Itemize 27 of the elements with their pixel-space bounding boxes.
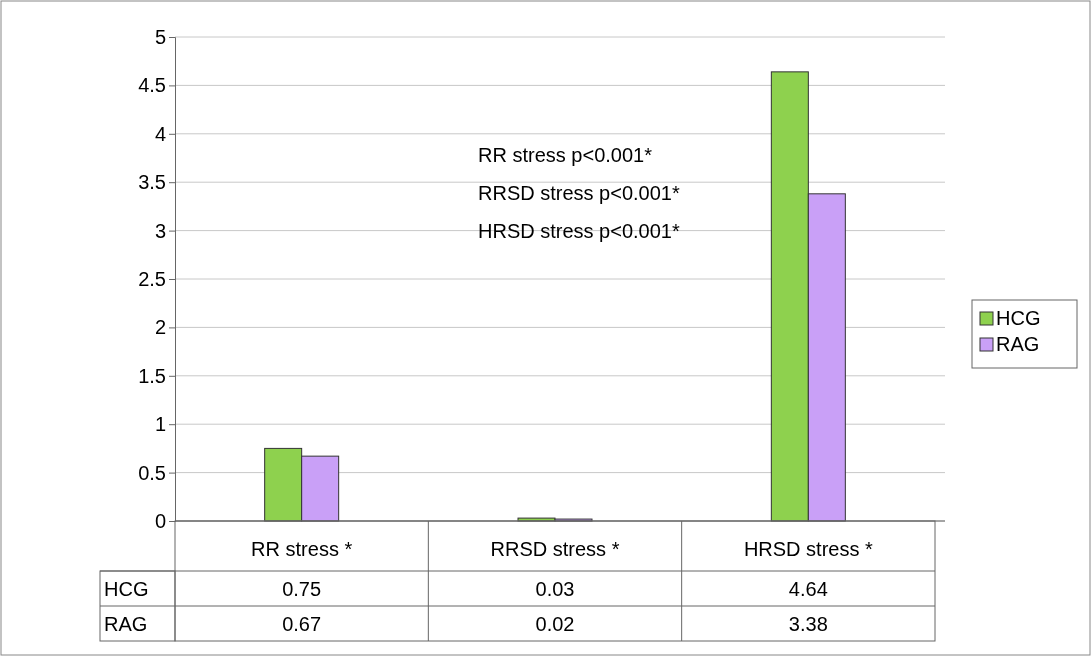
data-label: 0.67 bbox=[282, 613, 322, 635]
data-label: 4.64 bbox=[788, 578, 828, 600]
annotation: HRSD stress p<0.001* bbox=[478, 220, 680, 242]
y-tick-label: 0.5 bbox=[138, 461, 166, 484]
y-tick-label: 5 bbox=[154, 25, 166, 48]
x-tick-label: RRSD stress * bbox=[490, 538, 620, 560]
y-tick-label: 4 bbox=[154, 122, 166, 145]
data-label: 0.75 bbox=[282, 578, 322, 600]
x-tick-label: HRSD stress * bbox=[743, 538, 873, 560]
text: HCG bbox=[104, 578, 149, 600]
data-label: 3.38 bbox=[788, 613, 828, 635]
text: RAG bbox=[104, 613, 148, 635]
x-tick-label: RR stress * bbox=[251, 538, 353, 560]
y-tick-label: 3.5 bbox=[138, 171, 166, 194]
y-tick-label: 3 bbox=[154, 219, 166, 242]
data-label: 0.02 bbox=[535, 613, 575, 635]
y-tick-label: 2.5 bbox=[138, 267, 166, 290]
y-tick-label: 1.5 bbox=[138, 364, 166, 387]
y-tick-label: 1 bbox=[154, 413, 166, 436]
annotation: RR stress p<0.001* bbox=[478, 144, 653, 166]
legend-label: RAG bbox=[996, 333, 1040, 355]
y-tick-label: 2 bbox=[154, 316, 166, 339]
y-tick-label: 4.5 bbox=[138, 74, 166, 97]
annotation: RRSD stress p<0.001* bbox=[478, 182, 680, 204]
legend-label: HCG bbox=[996, 307, 1041, 329]
data-label: 0.03 bbox=[535, 578, 575, 600]
y-tick-label: 0 bbox=[154, 509, 166, 532]
